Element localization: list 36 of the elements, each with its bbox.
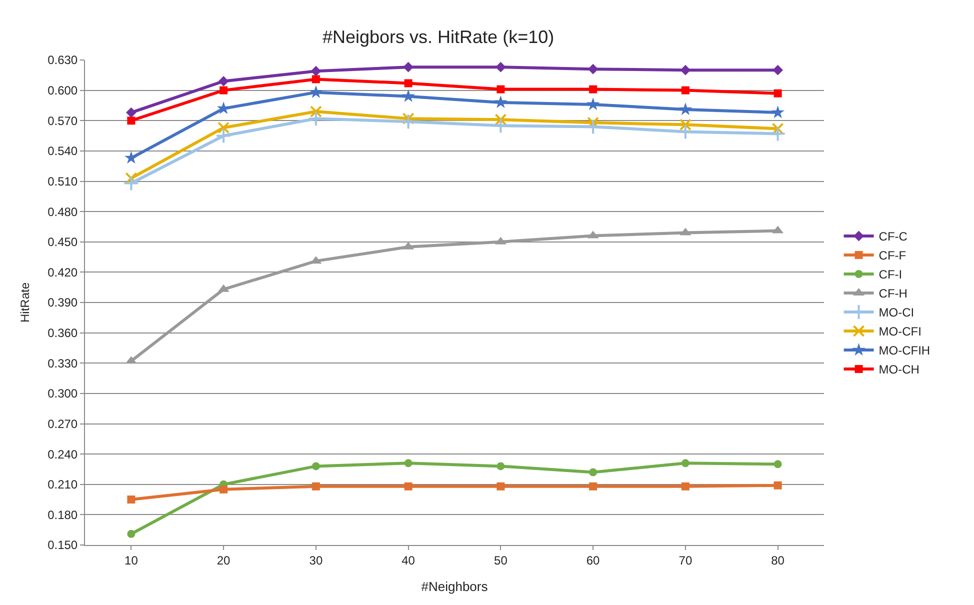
- y-tick-label: 0.510: [48, 174, 78, 188]
- y-tick-label: 0.210: [48, 478, 78, 492]
- x-tick-label: 70: [678, 553, 692, 568]
- x-tick-label: 20: [216, 553, 231, 568]
- y-tick-label: 0.360: [48, 326, 78, 340]
- y-tick-label: 0.150: [48, 538, 78, 552]
- legend-label: CF-I: [878, 268, 902, 282]
- y-tick-label: 0.300: [48, 386, 78, 401]
- x-tick-label: 30: [309, 553, 323, 568]
- legend-label: CF-C: [878, 230, 908, 244]
- y-tick-label: 0.570: [48, 114, 78, 128]
- y-tick-label: 0.180: [48, 508, 78, 522]
- x-axis-title: #Neighbors: [421, 579, 488, 594]
- y-tick-label: 0.390: [48, 296, 78, 310]
- legend-label: CF-H: [878, 286, 908, 301]
- legend-label: MO-CFI: [878, 324, 922, 339]
- legend-label: MO-CFIH: [878, 344, 930, 358]
- legend-label: MO-CI: [878, 306, 914, 320]
- y-tick-label: 0.630: [48, 53, 78, 68]
- x-tick-label: 40: [402, 553, 416, 568]
- y-tick-label: 0.540: [48, 144, 78, 158]
- y-tick-label: 0.480: [48, 204, 78, 219]
- chart-title: #Neigbors vs. HitRate (k=10): [322, 26, 554, 47]
- y-tick-label: 0.330: [48, 356, 78, 370]
- legend-label: CF-F: [878, 248, 906, 263]
- legend-label: MO-CH: [878, 362, 920, 377]
- y-tick-label: 0.450: [48, 235, 78, 250]
- x-tick-label: 60: [586, 553, 600, 568]
- y-tick-label: 0.420: [48, 265, 78, 280]
- x-tick-label: 10: [124, 553, 138, 568]
- y-tick-label: 0.240: [48, 447, 78, 462]
- x-tick-label: 80: [771, 553, 785, 568]
- y-axis-title: HitRate: [18, 282, 32, 323]
- x-tick-label: 50: [494, 553, 508, 568]
- y-tick-label: 0.600: [48, 84, 78, 98]
- y-tick-label: 0.270: [48, 416, 78, 431]
